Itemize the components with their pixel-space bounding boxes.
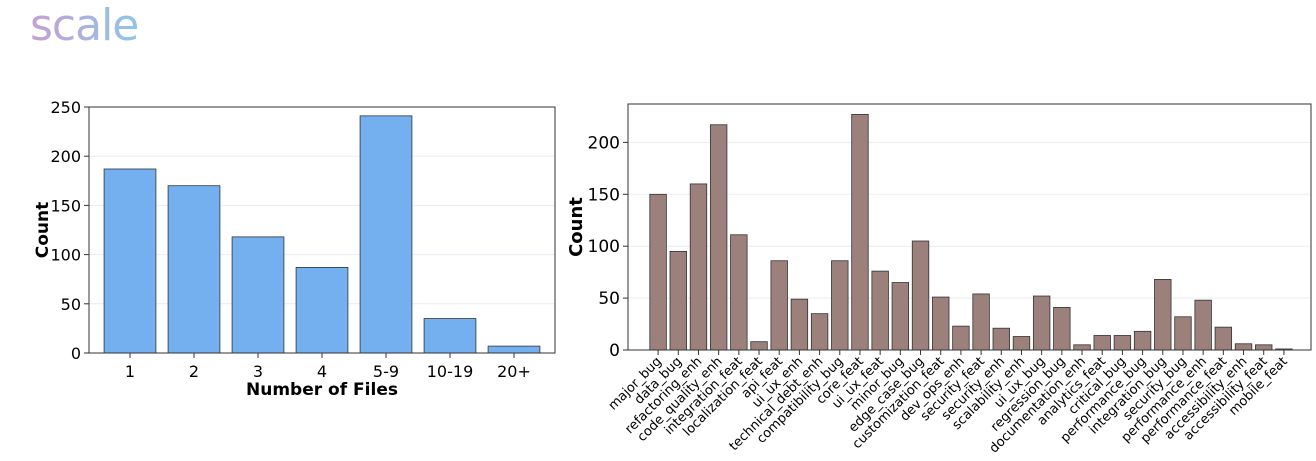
c2-bar-ui_ux_enh <box>790 298 809 351</box>
c2-bar-security_enh <box>992 327 1010 351</box>
chart2-y-ticks: 0 50 100 150 200 <box>588 133 628 361</box>
c1-y-tick-label: 150 <box>50 196 81 215</box>
c2-bar-major_bug <box>649 193 667 351</box>
c2-y-tick-label: 150 <box>588 185 620 205</box>
c2-bar-api_feat <box>770 260 788 351</box>
c1-x-tick-label: 10-19 <box>427 362 474 381</box>
c1-bar-5-9 <box>359 115 413 354</box>
c1-y-tick-label: 0 <box>71 344 81 363</box>
chart1-y-axis-label: Count <box>33 202 53 259</box>
chart1-x-axis-label: Number of Files <box>246 380 398 400</box>
files-count-bar-chart: 0 50 100 150 200 250 1 2 3 4 5-9 10-19 20+ Number o… <box>33 98 556 400</box>
chart1-y-ticks: 0 50 100 150 200 250 <box>50 98 89 363</box>
c2-bar-accessibility_feat <box>1255 344 1273 351</box>
c2-bar-dev_ops_enh <box>952 325 970 351</box>
c2-y-tick-label: 0 <box>609 341 620 361</box>
category-count-bar-chart: 0 50 100 150 200 major_bugdata_bugrefactorin… <box>566 103 1312 456</box>
c2-bar-accessibility_enh <box>1234 343 1253 351</box>
c1-x-tick-label: 3 <box>253 362 263 381</box>
c2-bar-performance_enh <box>1194 299 1212 351</box>
c2-bar-compatibility_bug <box>831 260 849 351</box>
c1-x-tick-label: 2 <box>189 362 199 381</box>
c2-bar-documentation_enh <box>1073 344 1091 351</box>
c2-bar-ui_ux_feat <box>871 270 889 351</box>
c1-bar-20+ <box>487 345 541 354</box>
c2-bar-regression_bug <box>1053 307 1071 351</box>
chart1-bars <box>103 115 541 354</box>
c2-bar-technical_debt_enh <box>810 313 829 351</box>
c1-y-tick-label: 250 <box>50 98 81 117</box>
c2-y-tick-label: 100 <box>588 237 620 257</box>
c1-y-tick-label: 50 <box>61 295 81 314</box>
c2-bar-localization_feat <box>750 341 768 351</box>
c1-bar-2 <box>167 185 221 354</box>
c2-bar-critical_bug <box>1113 335 1132 351</box>
logo-text: scale <box>30 0 138 51</box>
c2-bar-integration_feat <box>730 234 748 351</box>
c2-bar-data_bug <box>669 250 687 351</box>
c1-y-tick-label: 100 <box>50 246 81 265</box>
c2-y-tick-label: 50 <box>598 289 620 309</box>
chart2-x-ticks: major_bugdata_bugrefactoring_enhcode_qua… <box>606 350 1291 456</box>
c2-y-tick-label: 200 <box>588 133 620 153</box>
c2-bar-security_bug <box>1174 316 1192 351</box>
c2-bar-scalability_enh <box>1012 336 1031 351</box>
c2-bar-ui_ux_bug <box>1032 295 1051 351</box>
c2-bar-minor_bug <box>891 282 910 351</box>
c1-x-tick-label: 4 <box>317 362 327 381</box>
scale-logo: scale <box>30 0 139 51</box>
c2-bar-refactoring_enh <box>689 183 708 351</box>
c2-bar-analytics_feat <box>1093 335 1111 351</box>
c2-bar-integration_bug <box>1154 279 1172 351</box>
chart2-plot-frame <box>627 103 1312 351</box>
c1-bar-1 <box>103 168 157 354</box>
chart2-bars <box>649 113 1293 351</box>
c1-bar-3 <box>231 236 285 354</box>
c1-bar-10-19 <box>423 318 477 354</box>
c2-bar-performance_bug <box>1133 330 1152 351</box>
chart2-y-axis-label: Count <box>566 197 587 257</box>
c1-x-tick-label: 1 <box>125 362 135 381</box>
c1-bar-4 <box>295 266 349 354</box>
c2-bar-performance_feat <box>1214 326 1233 351</box>
chart1-x-ticks: 1 2 3 4 5-9 10-19 20+ <box>125 353 531 381</box>
c2-bar-customization_feat <box>932 296 950 351</box>
c2-bar-code_quality_enh <box>709 124 728 351</box>
c1-y-tick-label: 200 <box>50 147 81 166</box>
c2-bar-edge_case_bug <box>911 240 930 351</box>
c1-x-tick-label: 20+ <box>497 362 531 381</box>
c2-bar-core_feat <box>851 113 869 351</box>
c2-bar-security_feat <box>972 293 990 351</box>
c1-x-tick-label: 5-9 <box>373 362 399 381</box>
